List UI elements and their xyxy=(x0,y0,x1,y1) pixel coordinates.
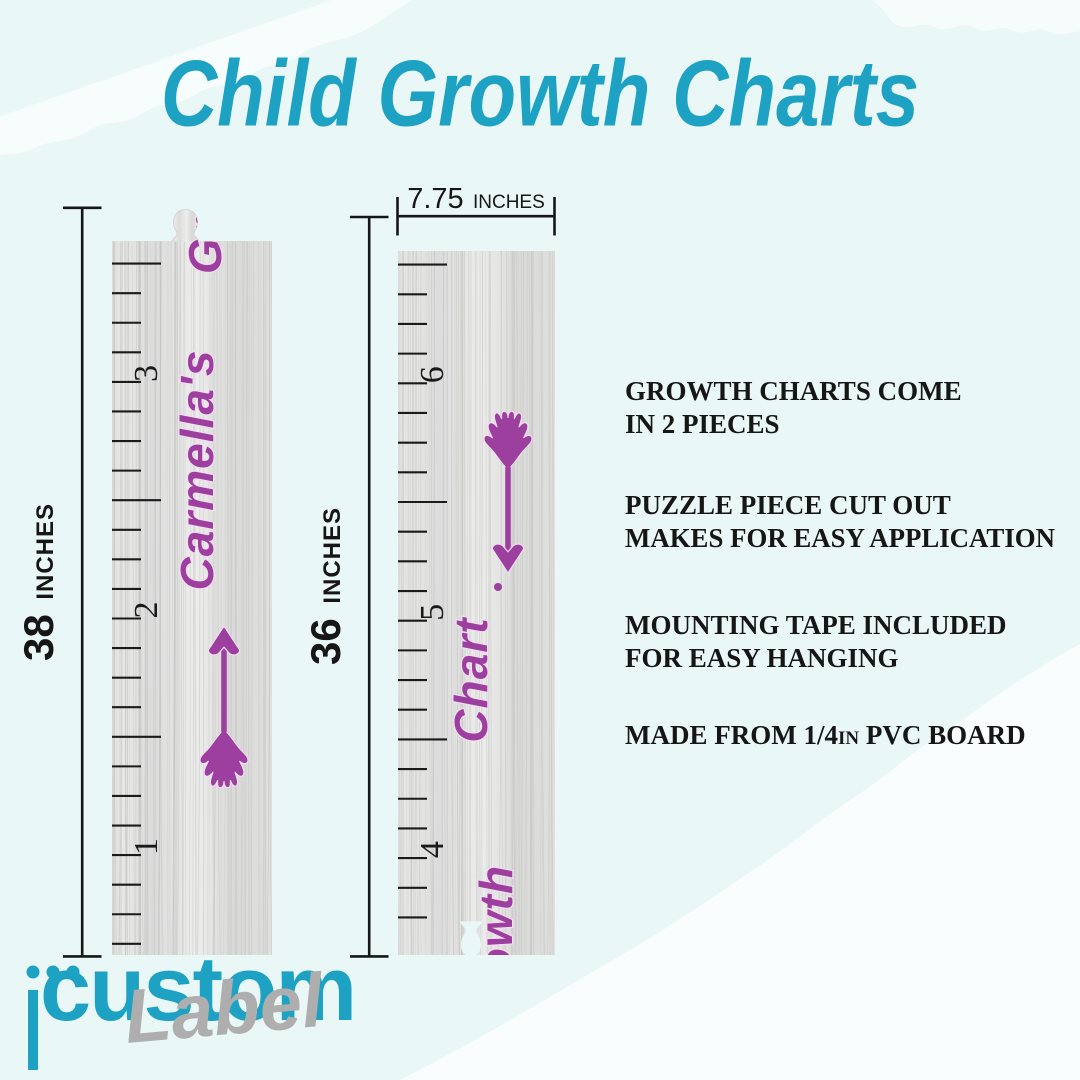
svg-text:Label: Label xyxy=(121,958,328,1060)
